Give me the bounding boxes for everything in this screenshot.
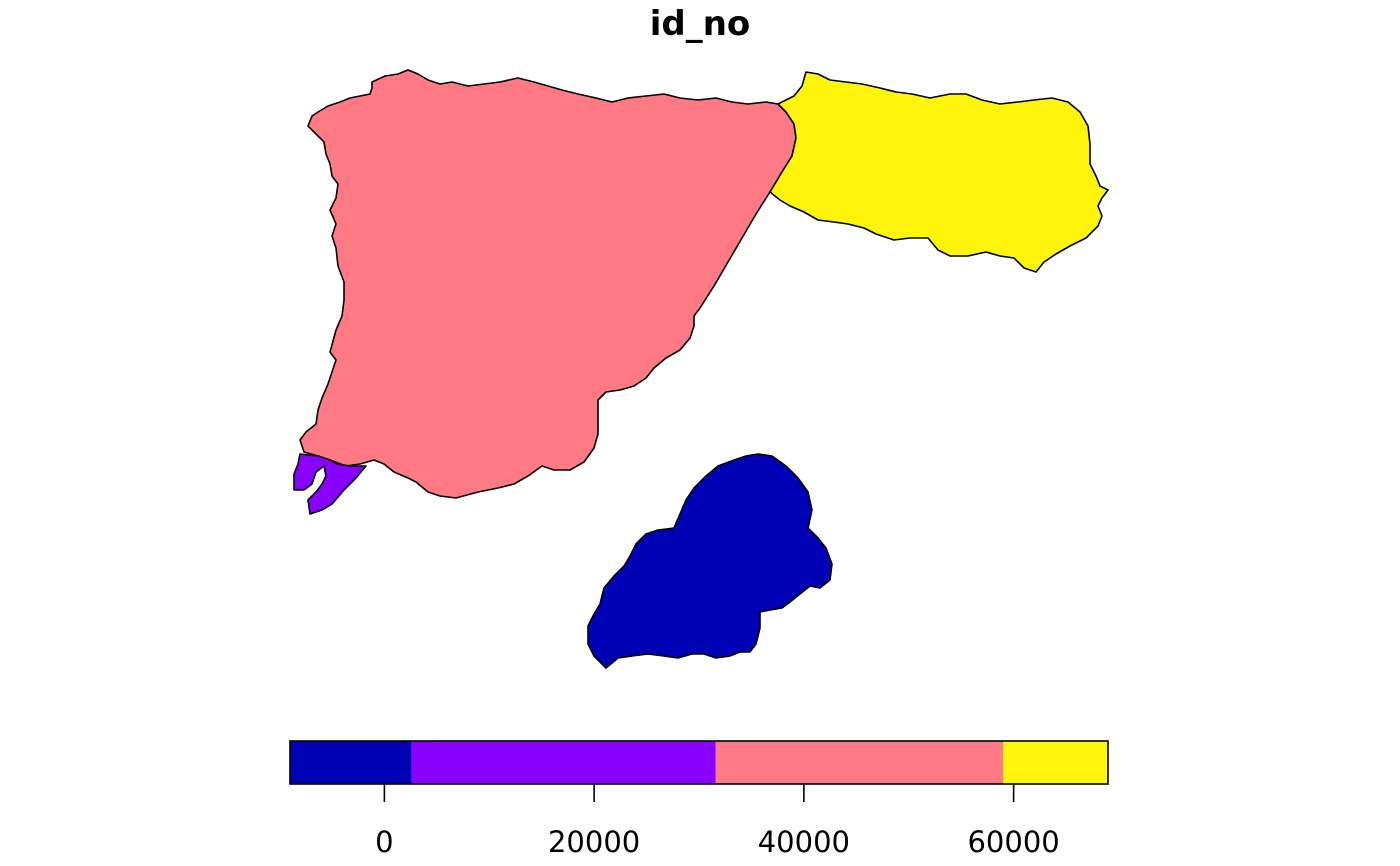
legend-axis: 0 20000 40000 60000 <box>375 784 1060 859</box>
map-title: id_no <box>649 4 751 44</box>
region-yellow[interactable] <box>769 71 1109 273</box>
region-pink[interactable] <box>299 69 797 499</box>
legend-tick-label: 0 <box>375 825 393 859</box>
legend-tick-label: 20000 <box>548 825 640 859</box>
legend-tick-label: 60000 <box>967 825 1059 859</box>
legend-class-4 <box>1003 741 1108 784</box>
legend-frame <box>289 740 1109 785</box>
legend-class-3 <box>715 741 1004 784</box>
region-blue[interactable] <box>587 453 833 669</box>
legend-class-2 <box>411 741 716 784</box>
legend-tick-label: 40000 <box>758 825 850 859</box>
legend-class-1 <box>290 741 412 784</box>
legend-color-bar <box>290 741 1108 784</box>
region-purple[interactable] <box>293 453 367 515</box>
